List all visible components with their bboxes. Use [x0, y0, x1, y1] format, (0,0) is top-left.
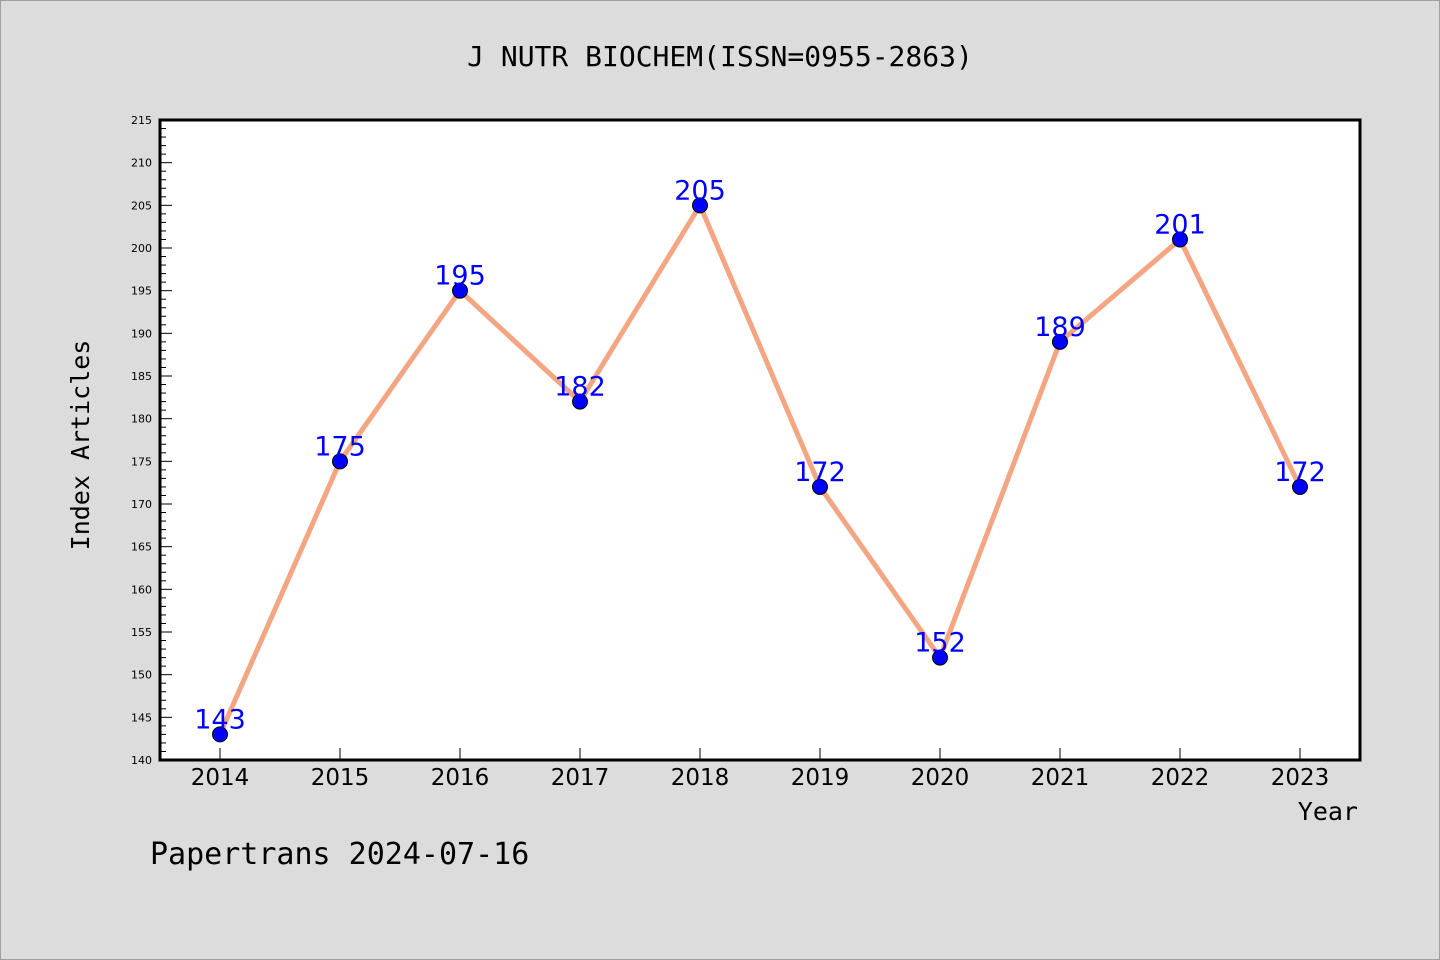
- data-label: 172: [1274, 457, 1326, 488]
- chart-title: J NUTR BIOCHEM(ISSN=0955-2863): [467, 40, 973, 73]
- y-tick-label: 180: [131, 413, 152, 426]
- x-tick-label: 2017: [551, 765, 610, 791]
- data-label: 205: [674, 175, 726, 206]
- plot-area: [158, 118, 1362, 762]
- x-tick-label: 2014: [191, 765, 250, 791]
- x-tick-label: 2022: [1151, 765, 1210, 791]
- x-axis: 2014 2015 2016 2017 2018 2019 2020 2021 2022 2023: [191, 748, 1330, 791]
- y-axis-label: Index Articles: [66, 340, 95, 551]
- data-label: 182: [554, 372, 606, 403]
- data-label: 143: [194, 704, 246, 735]
- data-point: [212, 726, 228, 743]
- y-tick-label: 155: [131, 626, 152, 639]
- y-tick-label: 195: [131, 285, 152, 298]
- data-label: 152: [914, 628, 966, 659]
- series-layer: 143 175 195 182 205 172 152 189 201 172: [194, 175, 1326, 743]
- y-tick-label: 170: [131, 498, 152, 511]
- series-line: [217, 202, 1303, 737]
- x-axis-label: Year: [1298, 797, 1358, 826]
- data-point: [332, 453, 348, 470]
- data-point: [1052, 333, 1068, 350]
- data-label: 175: [314, 431, 366, 462]
- x-tick-label: 2021: [1031, 765, 1090, 791]
- data-point: [452, 282, 468, 299]
- y-tick-label: 205: [131, 199, 152, 212]
- x-tick-label: 2015: [311, 765, 370, 791]
- data-point: [572, 393, 588, 410]
- data-point: [1172, 231, 1188, 248]
- data-label: 201: [1154, 209, 1206, 240]
- data-point: [812, 478, 828, 495]
- data-point: [1292, 478, 1308, 495]
- y-tick-label: 200: [131, 242, 152, 255]
- data-label: 172: [794, 457, 846, 488]
- y-tick-label: 145: [131, 711, 152, 724]
- x-tick-label: 2016: [431, 765, 490, 791]
- x-tick-label: 2020: [911, 765, 970, 791]
- x-tick-label: 2018: [671, 765, 730, 791]
- y-tick-label: 165: [131, 541, 152, 554]
- y-tick-label: 175: [131, 455, 152, 468]
- y-tick-label: 215: [131, 114, 152, 127]
- data-label: 195: [434, 261, 486, 292]
- footer-watermark: Papertrans 2024-07-16: [150, 837, 529, 872]
- data-label: 189: [1034, 312, 1086, 343]
- y-tick-label: 210: [131, 157, 152, 170]
- y-tick-label: 160: [131, 583, 152, 596]
- y-tick-label: 150: [131, 669, 152, 682]
- y-tick-label: 190: [131, 327, 152, 340]
- data-point: [932, 649, 948, 666]
- x-tick-label: 2019: [791, 765, 850, 791]
- y-tick-label: 185: [131, 370, 152, 383]
- y-axis: 140 145 150 155 160 165 170 175 180 185 190 195 200 2…: [131, 114, 172, 767]
- x-tick-label: 2023: [1271, 765, 1330, 791]
- data-point: [692, 197, 708, 214]
- y-tick-label: 140: [131, 754, 152, 767]
